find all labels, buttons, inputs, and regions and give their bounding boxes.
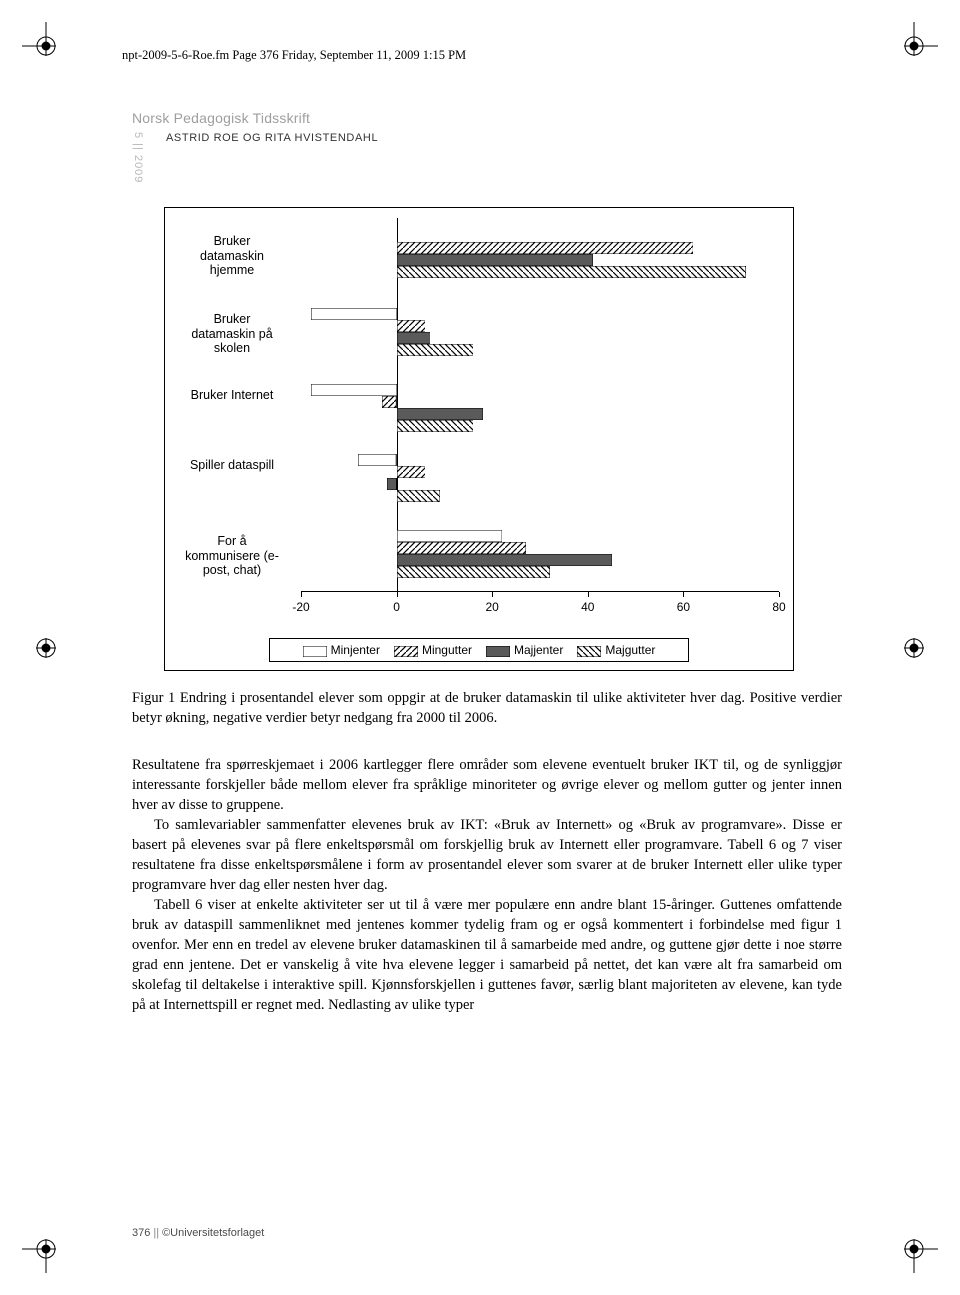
page-content: Norsk Pedagogisk Tidsskrift 5 || 2009 AS… (132, 110, 842, 1015)
crop-mark-bl (22, 1225, 70, 1273)
x-tick-label: 60 (677, 600, 690, 614)
bar-Majgutter (397, 266, 746, 278)
crop-mark-ml (22, 624, 70, 672)
bar-Minjenter (397, 530, 502, 542)
crop-mark-tr (890, 22, 938, 70)
bar-Mingutter (382, 396, 396, 408)
legend-item: Majgutter (577, 643, 655, 657)
figure-caption: Figur 1 Endring i prosentandel elever so… (132, 689, 842, 728)
page-footer: 376||©Universitetsforlaget (132, 1227, 264, 1239)
bar-Minjenter (397, 230, 398, 242)
bar-Majjenter (397, 332, 430, 344)
x-tick-label: 40 (581, 600, 594, 614)
publisher: ©Universitetsforlaget (162, 1227, 264, 1239)
bar-Majjenter (397, 408, 483, 420)
y-category-label: For åkommunisere (e-post, chat) (171, 534, 293, 577)
page-number: 376 (132, 1227, 150, 1239)
bar-Majgutter (397, 420, 473, 432)
bar-Minjenter (311, 308, 397, 320)
figure-1-chart: Brukerdatamaskinhjemme Brukerdatamaskin p… (164, 207, 794, 671)
issue-year: 5 || 2009 (132, 132, 144, 183)
paragraph: Resultatene fra spørreskjemaet i 2006 ka… (132, 755, 842, 815)
legend-item: Majjenter (486, 643, 563, 657)
bar-Majjenter (397, 554, 612, 566)
x-tick-label: -20 (292, 600, 309, 614)
y-category-label: Brukerdatamaskin påskolen (171, 312, 293, 355)
bar-Mingutter (397, 320, 426, 332)
y-category-label: Bruker Internet (171, 388, 293, 402)
x-tick-label: 80 (772, 600, 785, 614)
bar-Minjenter (311, 384, 397, 396)
bar-Mingutter (397, 542, 526, 554)
bar-Majgutter (397, 566, 550, 578)
paragraph: Tabell 6 viser at enkelte aktiviteter se… (132, 895, 842, 1015)
bar-Majjenter (387, 478, 397, 490)
y-category-label: Spiller dataspill (171, 458, 293, 472)
bar-Majgutter (397, 490, 440, 502)
crop-mark-br (890, 1225, 938, 1273)
crop-mark-tl (22, 22, 70, 70)
paragraph: To samlevariabler sammenfatter elevenes … (132, 815, 842, 895)
bar-Majgutter (397, 344, 473, 356)
bar-Mingutter (397, 242, 693, 254)
bar-Mingutter (397, 466, 426, 478)
legend-item: Mingutter (394, 643, 472, 657)
journal-title: Norsk Pedagogisk Tidsskrift (132, 110, 842, 126)
header-filename: npt-2009-5-6-Roe.fm Page 376 Friday, Sep… (122, 48, 466, 63)
y-category-label: Brukerdatamaskinhjemme (171, 234, 293, 277)
x-tick-label: 20 (486, 600, 499, 614)
bar-Majjenter (397, 254, 593, 266)
crop-mark-mr (890, 624, 938, 672)
chart-legend: Minjenter Mingutter Majjenter Majgutter (269, 638, 689, 662)
legend-item: Minjenter (303, 643, 380, 657)
authors: ASTRID ROE OG RITA HVISTENDAHL (166, 132, 378, 144)
body-text: Resultatene fra spørreskjemaet i 2006 ka… (132, 755, 842, 1015)
x-tick-label: 0 (393, 600, 400, 614)
bar-Minjenter (358, 454, 396, 466)
